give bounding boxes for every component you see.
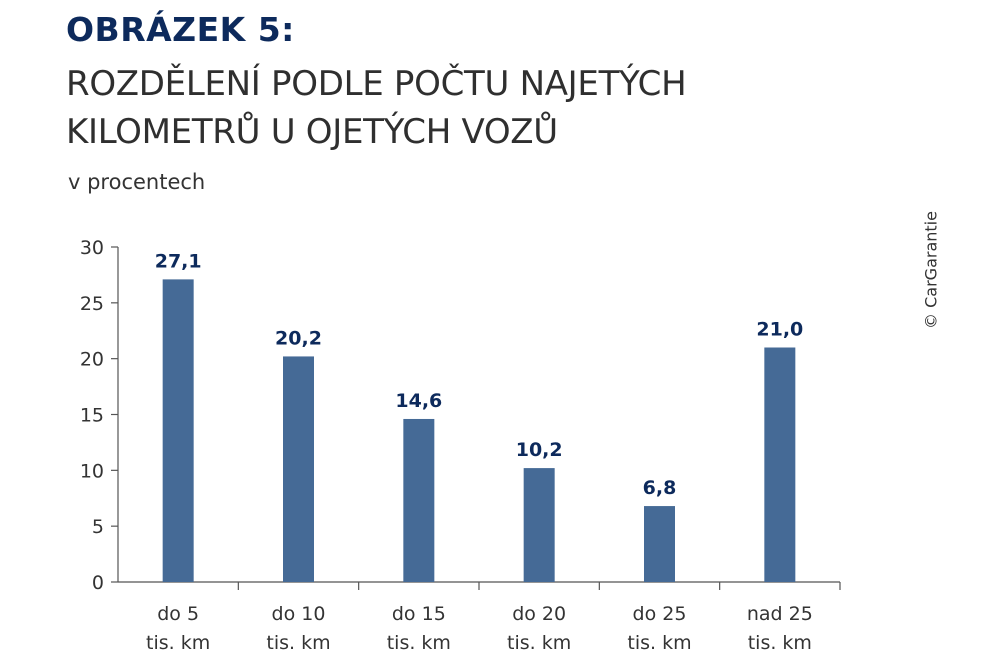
bar-value-label: 14,6: [395, 390, 442, 412]
x-category-label: tis. km: [266, 632, 330, 654]
y-tick-label: 5: [92, 516, 104, 538]
y-axis: 0 5 10 15 20 25 30: [80, 237, 119, 594]
y-tick-label: 20: [80, 349, 104, 371]
x-category-label: do 10: [272, 603, 326, 625]
y-tick-label: 30: [80, 237, 104, 259]
bar: [162, 279, 194, 582]
x-category-label: tis. km: [387, 632, 451, 654]
chart-subtitle-unit: v procentech: [68, 170, 206, 194]
y-tick-label: 10: [80, 460, 104, 482]
bar-value-label: 6,8: [643, 477, 677, 499]
y-tick-label: 25: [80, 293, 104, 315]
chart-title-line-2: KILOMETRŮ U OJETÝCH VOZŮ: [66, 112, 558, 152]
x-category-label: do 25: [633, 603, 687, 625]
bar: [403, 418, 435, 582]
bar: [764, 347, 796, 582]
bar-value-label: 10,2: [516, 439, 563, 461]
x-category-label: do 20: [512, 603, 566, 625]
bar: [283, 356, 314, 582]
x-category-label: do 5: [157, 603, 199, 625]
x-category-label: tis. km: [507, 632, 571, 654]
bars: [162, 279, 796, 582]
figure-label: OBRÁZEK 5:: [66, 10, 295, 49]
x-category-label: tis. km: [146, 632, 210, 654]
y-tick-label: 15: [80, 405, 104, 427]
chart-title-line-1: ROZDĚLENÍ PODLE POČTU NAJETÝCH: [66, 64, 687, 104]
bar-value-label: 21,0: [756, 319, 803, 341]
x-axis: do 5 tis. km do 10 tis. km do 15 tis. km do 20…: [118, 581, 841, 654]
bar: [644, 506, 675, 582]
x-category-label: nad 25: [747, 603, 813, 625]
bar: [523, 468, 555, 582]
bar-value-label: 27,1: [155, 250, 202, 272]
x-category-label: tis. km: [627, 632, 691, 654]
x-category-label: do 15: [392, 603, 446, 625]
x-category-label: tis. km: [748, 632, 812, 654]
data-labels: 27,1 20,2 14,6 10,2 6,8 21,0: [155, 250, 804, 499]
y-tick-label: 0: [92, 572, 104, 594]
bar-value-label: 20,2: [275, 327, 322, 349]
